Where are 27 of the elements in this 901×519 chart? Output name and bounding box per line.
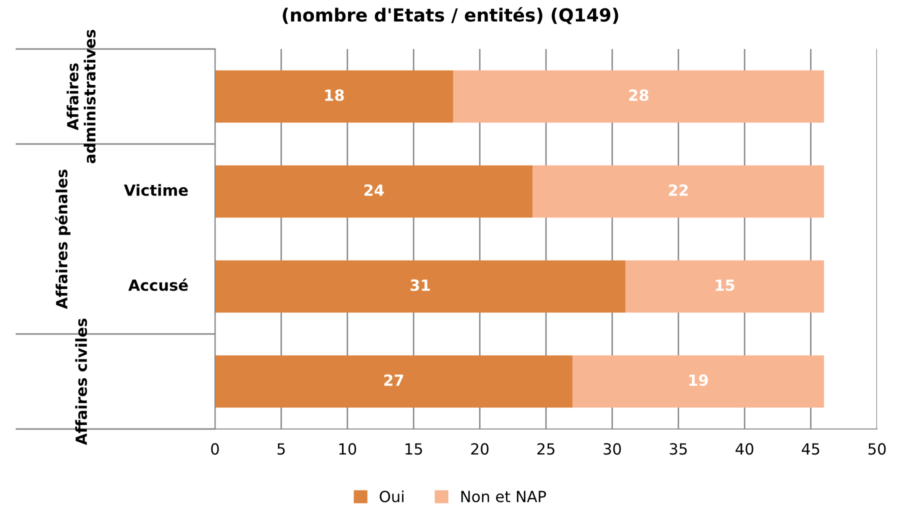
x-tick-label: 35 xyxy=(670,443,687,455)
text: Affaires administratives xyxy=(66,30,96,164)
y-tick-label: Victime xyxy=(124,184,188,196)
x-tick-label: 25 xyxy=(537,443,554,455)
x-tick-label: 0 xyxy=(211,443,219,455)
data-label: 18 xyxy=(325,89,344,101)
data-label: 27 xyxy=(384,374,404,386)
data-label: 22 xyxy=(668,184,688,196)
data-label: 28 xyxy=(629,89,648,101)
x-tick-label: 50 xyxy=(868,443,886,455)
x-tick-label: 20 xyxy=(471,443,489,455)
chart-title: (nombre d'Etats / entités) (Q149) xyxy=(282,7,618,24)
legend-label: Oui xyxy=(380,490,404,502)
text: Affaires civiles xyxy=(75,318,88,446)
legend-label: Non et NAP xyxy=(461,490,546,502)
x-tick-label: 40 xyxy=(736,443,754,455)
x-tick-label: 5 xyxy=(278,443,285,455)
x-tick-label: 10 xyxy=(339,443,356,455)
x-tick-label: 30 xyxy=(604,443,621,455)
text: Affaires pénales xyxy=(55,170,70,309)
data-label: 24 xyxy=(364,184,384,196)
y-tick-label: Accusé xyxy=(128,278,188,291)
data-label: 31 xyxy=(410,279,430,291)
data-label: 19 xyxy=(689,374,708,386)
data-label: 15 xyxy=(716,280,734,291)
x-tick-label: 45 xyxy=(802,443,820,455)
x-tick-label: 15 xyxy=(406,443,422,455)
